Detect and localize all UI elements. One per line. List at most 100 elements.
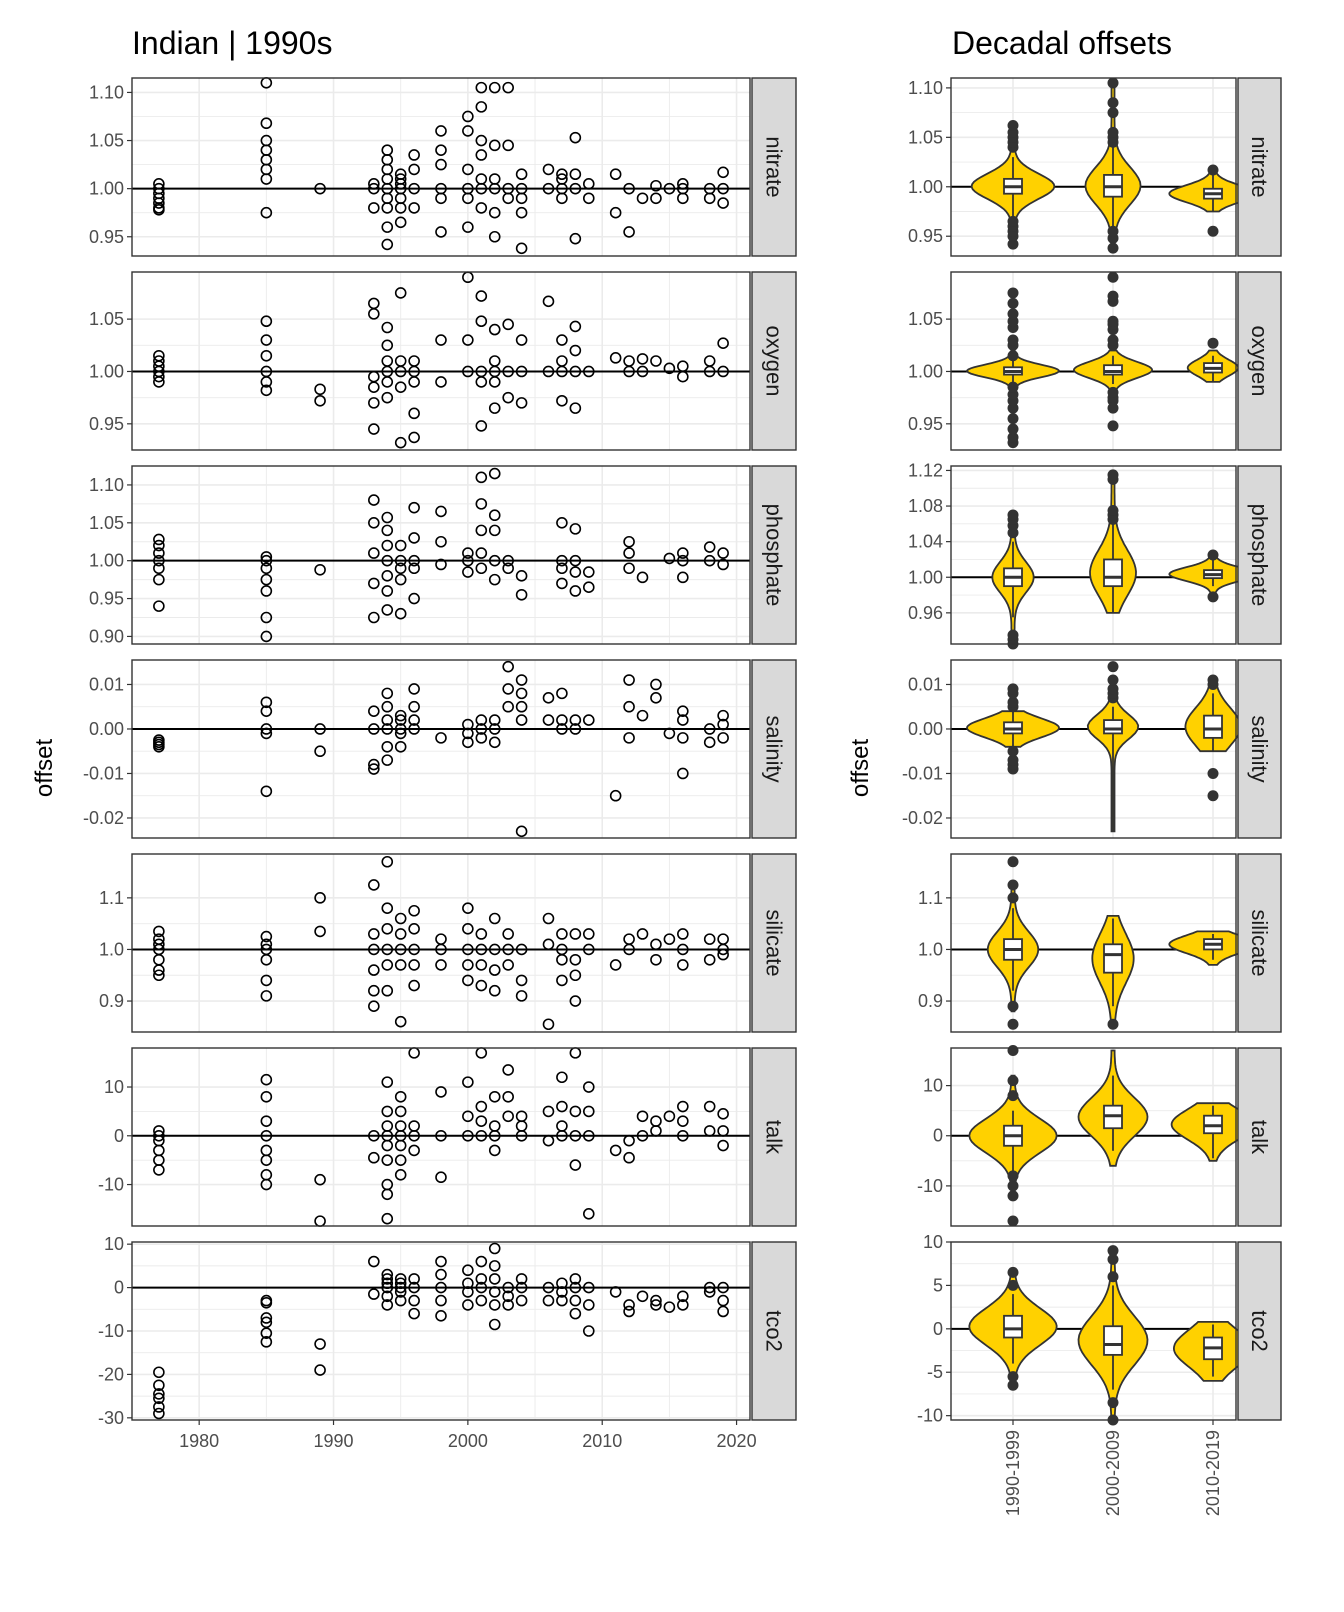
violin-panel-talk: -10 0 10 talk — [917, 1045, 1282, 1227]
facet-label-nitrate: nitrate — [762, 136, 787, 197]
data-point — [260, 554, 273, 567]
y-tick-label: 0 — [114, 1278, 124, 1298]
data-point — [677, 1299, 689, 1311]
data-point — [475, 1129, 488, 1142]
outlier-point — [1007, 238, 1019, 250]
data-point — [394, 355, 407, 367]
facet-strip — [751, 465, 797, 645]
data-point — [475, 723, 488, 735]
data-point — [650, 355, 662, 367]
data-point — [314, 723, 326, 735]
data-point — [435, 1268, 447, 1281]
outlier-point — [1007, 413, 1019, 425]
panel-border — [950, 659, 1237, 839]
data-point — [153, 925, 165, 938]
data-point — [475, 1294, 488, 1307]
outlier-point — [1107, 334, 1119, 346]
data-point — [394, 959, 407, 971]
outlier-point — [1007, 856, 1019, 868]
data-point — [260, 974, 273, 987]
data-point — [502, 182, 514, 195]
outlier-point — [1207, 674, 1219, 686]
data-point — [394, 1015, 407, 1028]
data-point — [663, 1301, 676, 1313]
data-point — [462, 334, 474, 346]
data-point — [569, 554, 582, 567]
outlier-point — [1107, 271, 1119, 283]
outlier-point — [1007, 1075, 1019, 1087]
data-point — [502, 1281, 514, 1294]
panel-border — [131, 1047, 751, 1227]
data-point — [717, 1125, 729, 1137]
data-point — [623, 1151, 635, 1164]
data-point — [569, 1294, 582, 1307]
data-point — [488, 1120, 501, 1132]
data-point — [314, 182, 326, 195]
data-point — [569, 1307, 582, 1320]
data-point — [408, 501, 420, 514]
x-tick-label: 2000 — [448, 1431, 488, 1451]
y-tick-label: 1.12 — [908, 460, 943, 480]
data-point — [368, 723, 380, 735]
y-tick-label: -10 — [917, 1176, 943, 1196]
panel-border — [131, 77, 751, 257]
outlier-point — [1007, 696, 1019, 708]
data-point — [475, 173, 488, 185]
data-point — [582, 928, 595, 940]
data-point — [488, 912, 501, 925]
facet-label-talk: talk — [1247, 1120, 1272, 1155]
data-point — [368, 577, 380, 590]
data-point — [717, 166, 729, 179]
data-point — [475, 81, 488, 94]
outlier-point — [1007, 1045, 1019, 1057]
violin-panel-salinity: -0.02 -0.01 0.00 0.01 salinity — [902, 659, 1282, 839]
data-point — [488, 1318, 501, 1331]
data-point — [462, 182, 474, 195]
data-point — [381, 1076, 394, 1088]
data-point — [636, 353, 649, 365]
facet-label-phosphate: phosphate — [762, 504, 787, 607]
data-point — [408, 149, 420, 161]
data-point — [542, 692, 555, 704]
data-point — [260, 562, 273, 575]
y-tick-label: 0 — [933, 1126, 943, 1146]
data-point — [623, 535, 635, 548]
data-point — [515, 206, 528, 219]
data-point — [556, 928, 568, 940]
data-point — [515, 1110, 528, 1123]
data-point — [408, 723, 420, 735]
data-point — [260, 1327, 273, 1339]
facet-label-tco2: tco2 — [762, 1310, 787, 1352]
data-point — [153, 1392, 165, 1405]
facet-strip — [1237, 1241, 1282, 1421]
data-point — [623, 933, 635, 945]
panel-border — [131, 853, 751, 1033]
left-y-axis-label: offset — [31, 739, 58, 798]
y-tick-label: 0.9 — [918, 991, 943, 1011]
data-point — [623, 1299, 635, 1311]
data-point — [153, 933, 165, 945]
data-point — [260, 1316, 273, 1329]
data-point — [368, 547, 380, 559]
right-chart-title: Decadal offsets — [952, 25, 1172, 61]
outlier-point — [1107, 683, 1119, 695]
scatter-panel-talk: -10 0 10 talk — [98, 1047, 797, 1227]
data-point — [663, 933, 676, 945]
x-tick-label: 2010 — [582, 1431, 622, 1451]
outlier-point — [1007, 381, 1019, 393]
outlier-point — [1007, 1379, 1019, 1391]
data-point — [515, 1294, 528, 1307]
scatter-panel-phosphate: 0.90 0.95 1.00 1.05 1.10 phosphate — [89, 465, 797, 646]
data-point — [582, 943, 595, 956]
data-point — [368, 1151, 380, 1164]
data-point — [462, 974, 474, 987]
data-point — [260, 117, 273, 130]
y-tick-label: -10 — [98, 1321, 124, 1341]
outlier-point — [1007, 215, 1019, 227]
data-point — [569, 402, 582, 414]
scatter-chart: 0.951.001.051.10nitrate0.951.001.05oxyge… — [83, 77, 797, 1451]
data-point — [475, 928, 488, 940]
data-point — [260, 573, 273, 586]
data-point — [435, 558, 447, 571]
